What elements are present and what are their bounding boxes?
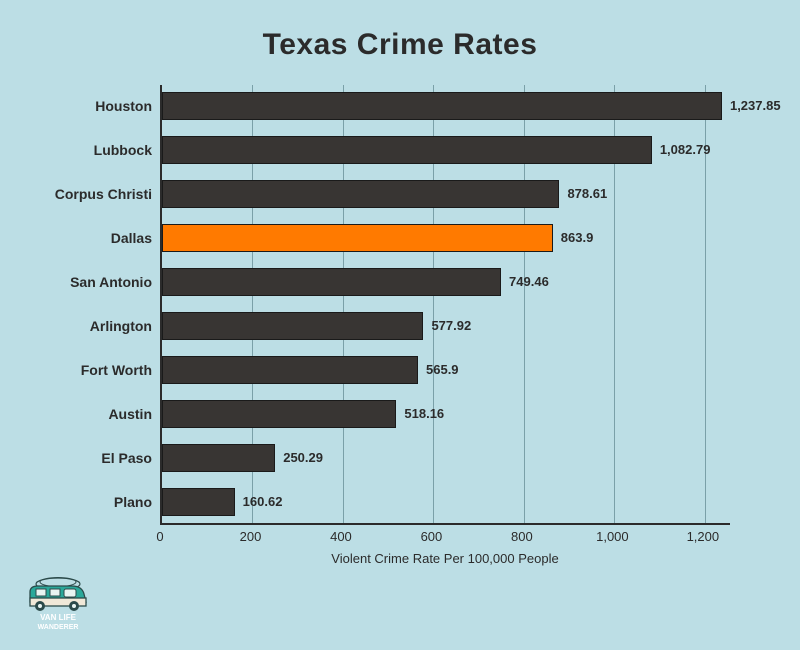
chart-area: Houston1,237.85Lubbock1,082.79Corpus Chr… (160, 85, 730, 555)
category-label: Lubbock (12, 142, 152, 158)
x-axis-label: Violent Crime Rate Per 100,000 People (160, 551, 730, 566)
bar (162, 268, 501, 296)
bar (162, 180, 559, 208)
value-label: 518.16 (404, 406, 444, 421)
bar (162, 136, 652, 164)
value-label: 863.9 (561, 230, 594, 245)
category-label: Plano (12, 494, 152, 510)
bar-row: Austin518.16 (162, 393, 732, 437)
x-tick-label: 1,000 (596, 529, 629, 544)
x-tick-label: 0 (156, 529, 163, 544)
bar-highlight (162, 224, 553, 252)
value-label: 250.29 (283, 450, 323, 465)
bar-row: Houston1,237.85 (162, 85, 732, 129)
bar-row: Lubbock1,082.79 (162, 129, 732, 173)
category-label: Arlington (12, 318, 152, 334)
bar-row: Arlington577.92 (162, 305, 732, 349)
bar-row: Corpus Christi878.61 (162, 173, 732, 217)
category-label: Houston (12, 98, 152, 114)
bar (162, 400, 396, 428)
logo-text-bottom: WANDERER (38, 624, 79, 631)
chart-title: Texas Crime Rates (0, 0, 800, 62)
category-label: Dallas (12, 230, 152, 246)
category-label: El Paso (12, 450, 152, 466)
x-tick-label: 1,200 (687, 529, 720, 544)
category-label: Austin (12, 406, 152, 422)
bar-row: Fort Worth565.9 (162, 349, 732, 393)
value-label: 749.46 (509, 274, 549, 289)
van-icon (30, 578, 86, 612)
bar (162, 356, 418, 384)
plot-region: Houston1,237.85Lubbock1,082.79Corpus Chr… (160, 85, 730, 525)
x-tick-label: 400 (330, 529, 352, 544)
x-tick-label: 800 (511, 529, 533, 544)
category-label: Corpus Christi (12, 186, 152, 202)
bar-row: Dallas863.9 (162, 217, 732, 261)
bar-row: San Antonio749.46 (162, 261, 732, 305)
bar-row: El Paso250.29 (162, 437, 732, 481)
value-label: 1,237.85 (730, 98, 781, 113)
bar (162, 444, 275, 472)
value-label: 160.62 (243, 494, 283, 509)
bar-row: Plano160.62 (162, 481, 732, 525)
category-label: San Antonio (12, 274, 152, 290)
bar (162, 92, 722, 120)
bar (162, 488, 235, 516)
category-label: Fort Worth (12, 362, 152, 378)
x-tick-label: 600 (421, 529, 443, 544)
value-label: 565.9 (426, 362, 459, 377)
value-label: 577.92 (431, 318, 471, 333)
x-tick-label: 200 (240, 529, 262, 544)
bar (162, 312, 423, 340)
logo-text-top: VAN LIFE (40, 613, 77, 622)
brand-logo: VAN LIFE WANDERER (18, 562, 98, 632)
value-label: 1,082.79 (660, 142, 711, 157)
value-label: 878.61 (567, 186, 607, 201)
